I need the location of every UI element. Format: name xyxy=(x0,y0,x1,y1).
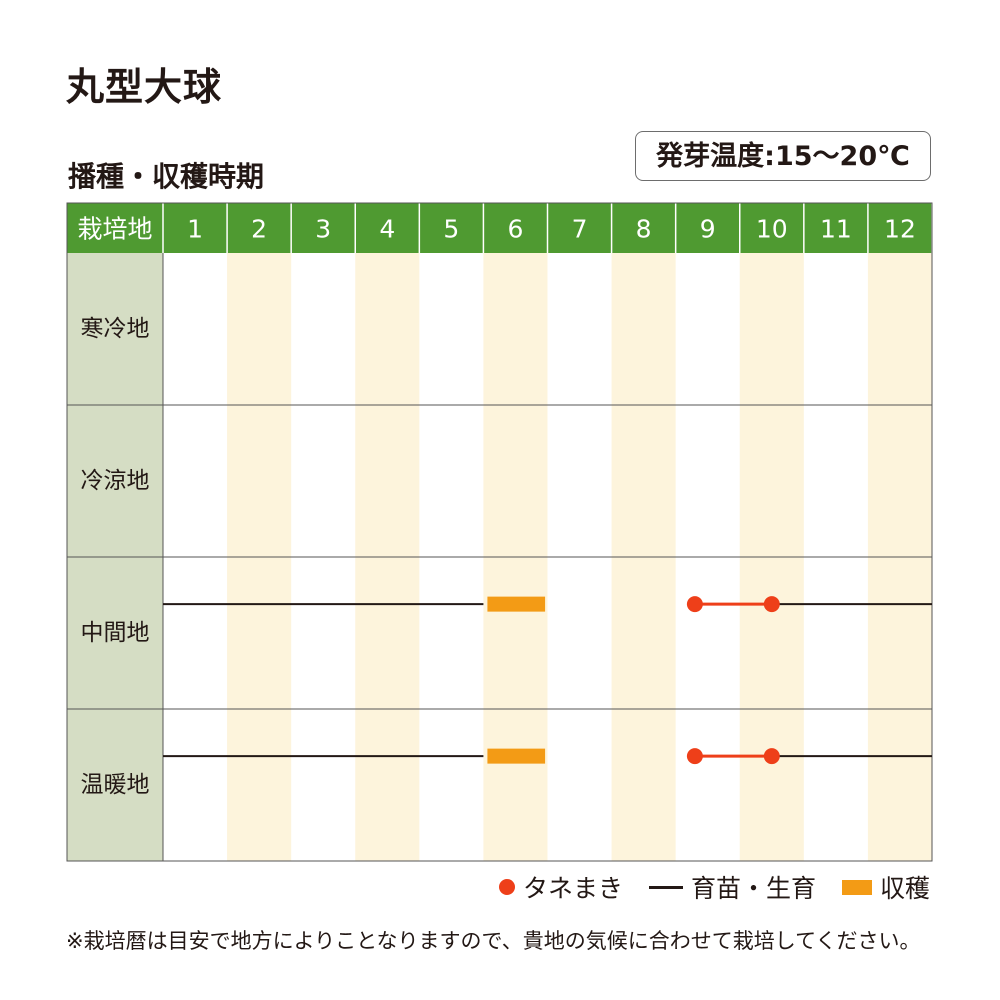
schedule-marks xyxy=(163,596,932,765)
legend-harvest-label: 収穫 xyxy=(879,874,930,903)
sowing-dot xyxy=(686,596,703,613)
month-label: 9 xyxy=(700,215,716,244)
sowing-dot-icon xyxy=(498,879,515,895)
month-label: 10 xyxy=(756,215,788,244)
grid-lines xyxy=(66,202,933,862)
legend-item-sowing: タネまき xyxy=(498,869,623,905)
sowing-dot xyxy=(763,748,780,765)
legend-item-growing: 育苗・生育 xyxy=(648,869,816,905)
month-label: 8 xyxy=(636,215,652,244)
legend: タネまき 育苗・生育 収穫 xyxy=(498,869,930,905)
growing-line-icon xyxy=(648,885,683,889)
month-label: 5 xyxy=(443,215,459,244)
month-label: 12 xyxy=(884,215,916,244)
germination-temp-badge: 発芽温度:15〜20℃ xyxy=(635,131,931,181)
region-label: 温暖地 xyxy=(81,772,150,798)
sowing-dot xyxy=(686,748,703,765)
region-label: 寒冷地 xyxy=(81,316,150,342)
harvest-bar-icon xyxy=(841,879,872,895)
header-background xyxy=(67,203,932,253)
month-label: 7 xyxy=(572,215,588,244)
month-label: 11 xyxy=(820,215,852,244)
month-labels: 1 2 3 4 5 6 7 8 9 10 11 12 xyxy=(187,215,916,244)
chart-subtitle: 播種・収穫時期 xyxy=(68,160,265,193)
germination-temp-text: 発芽温度:15〜20℃ xyxy=(656,140,910,172)
header-region-label: 栽培地 xyxy=(77,215,152,244)
harvest-bar xyxy=(487,748,546,764)
footnote: ※栽培暦は目安で地方によりことなりますので、貴地の気候に合わせて栽培してください… xyxy=(66,929,921,953)
legend-item-harvest: 収穫 xyxy=(841,869,930,905)
region-label: 中間地 xyxy=(81,620,150,646)
month-label: 2 xyxy=(251,215,267,244)
month-label: 4 xyxy=(379,215,395,244)
month-label: 6 xyxy=(508,215,524,244)
legend-sowing-label: タネまき xyxy=(522,874,623,903)
month-label: 1 xyxy=(187,215,203,244)
sowing-dot xyxy=(763,596,780,613)
harvest-bar xyxy=(487,596,546,612)
legend-growing-label: 育苗・生育 xyxy=(690,874,816,903)
chart-border xyxy=(66,202,933,862)
region-label: 冷涼地 xyxy=(81,468,150,494)
month-label: 3 xyxy=(315,215,331,244)
page-title: 丸型大球 xyxy=(66,65,223,109)
